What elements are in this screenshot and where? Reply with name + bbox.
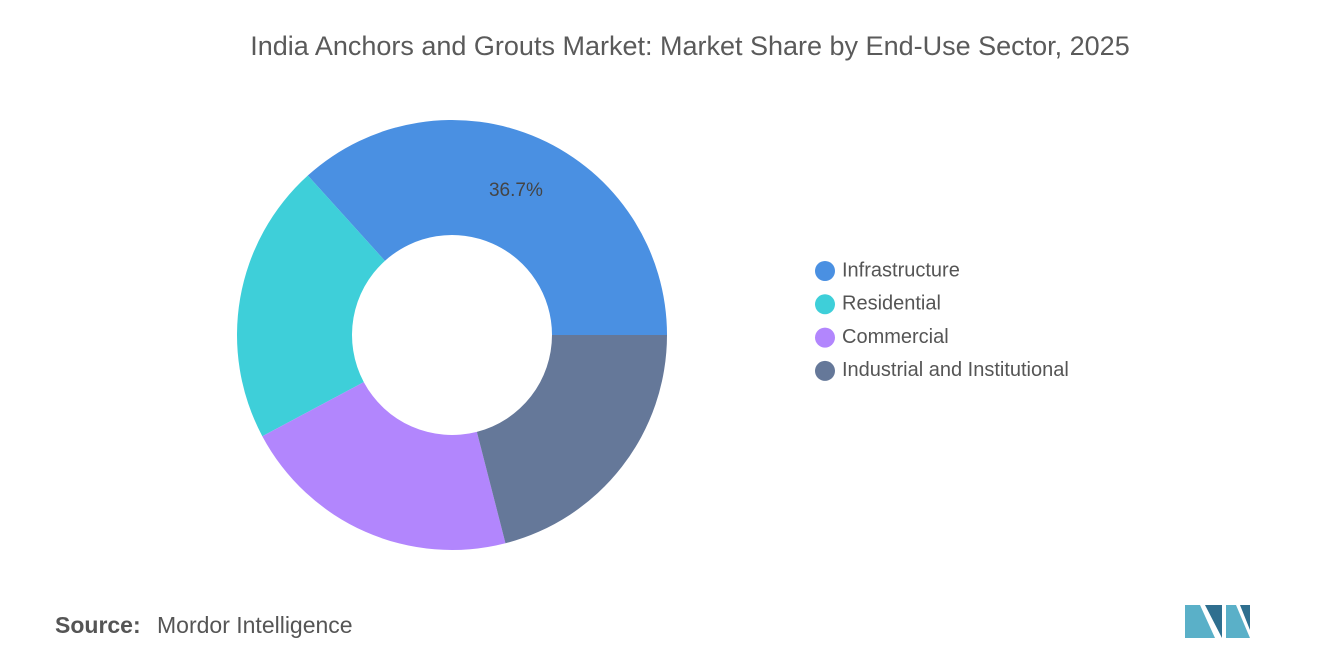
donut-slice xyxy=(236,175,385,437)
value-label: 36.7% xyxy=(489,180,543,201)
logo xyxy=(1185,605,1250,638)
legend-marker xyxy=(815,327,835,348)
legend-label: Industrial and Institutional xyxy=(842,359,1069,381)
legend-marker xyxy=(815,360,835,381)
source-label: Source: xyxy=(55,612,141,638)
legend-label: Residential xyxy=(842,293,941,315)
legend-marker xyxy=(815,261,835,281)
legend-marker xyxy=(815,294,835,315)
donut-slice xyxy=(262,382,506,550)
legend-label: Infrastructure xyxy=(842,259,960,281)
donut-slice xyxy=(307,119,667,335)
donut-slice xyxy=(476,335,667,544)
legend-label: Commercial xyxy=(842,326,949,348)
chart-title: India Anchors and Grouts Market: Market … xyxy=(250,31,1129,61)
source: Mordor Intelligence xyxy=(157,612,353,638)
